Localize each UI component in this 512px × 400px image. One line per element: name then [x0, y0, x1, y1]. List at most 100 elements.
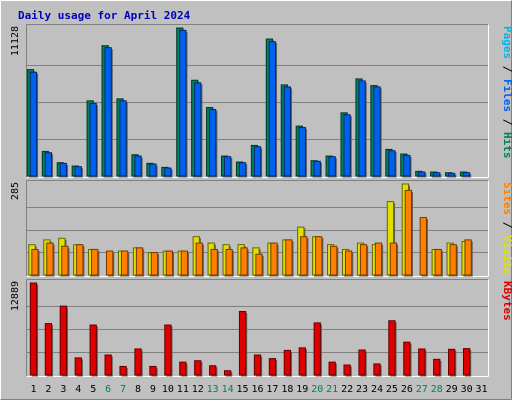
bar-files-day-4: [74, 166, 83, 178]
bar-sites-day-14: [225, 248, 234, 277]
bar-files-day-7: [119, 100, 128, 178]
bar-kbytes-day-20: [313, 322, 322, 377]
panel-visitors-legend: Sites / Visits: [501, 182, 512, 275]
bar-sites-day-12: [195, 242, 204, 277]
bar-sites-day-21: [330, 245, 339, 277]
bar-sites-day-10: [165, 250, 175, 277]
bar-kbytes-day-26: [403, 341, 412, 377]
bar-sites-day-30: [464, 239, 473, 277]
legend-separator: /: [501, 112, 512, 132]
bar-files-day-11: [179, 29, 188, 178]
day-axis: 1 2 3 4 5 6 7 8 9 10 11 12 13 14 15 16 17 18 19 20 21 22 23 24 2…: [30, 384, 487, 395]
day-label-28: 28: [431, 384, 443, 395]
bar-sites-day-20: [315, 236, 324, 277]
bar-files-day-3: [59, 162, 68, 178]
panel-kbytes-max-label: 12889: [10, 281, 21, 311]
day-label-25: 25: [386, 384, 398, 395]
bar-files-day-23: [358, 80, 367, 178]
bar-sites-day-9: [150, 252, 160, 277]
bar-kbytes-day-25: [388, 320, 397, 377]
legend-entry-pages: Pages: [501, 26, 512, 59]
bar-files-day-17: [268, 41, 278, 178]
bar-files-day-24: [373, 86, 382, 178]
day-label-30: 30: [461, 384, 473, 395]
bar-files-day-22: [343, 114, 352, 178]
day-label-5: 5: [90, 384, 96, 395]
day-label-19: 19: [296, 384, 308, 395]
day-label-22: 22: [341, 384, 353, 395]
bar-kbytes-day-3: [59, 305, 68, 377]
bar-files-day-14: [223, 156, 233, 178]
day-label-3: 3: [60, 384, 66, 395]
bar-files-day-27: [418, 171, 427, 178]
bar-kbytes-day-23: [358, 349, 367, 377]
bar-files-day-26: [403, 154, 412, 178]
day-label-2: 2: [45, 384, 51, 395]
bar-sites-day-1: [31, 248, 40, 277]
bar-sites-day-4: [76, 244, 85, 277]
panel-hits-max-label: 11128: [10, 26, 21, 56]
bar-kbytes-day-19: [298, 347, 307, 377]
bar-files-day-29: [448, 172, 457, 178]
bar-files-day-18: [283, 86, 293, 178]
bar-sites-day-23: [359, 244, 369, 277]
bar-kbytes-day-10: [164, 324, 173, 377]
bar-kbytes-day-18: [283, 349, 293, 377]
day-label-4: 4: [75, 384, 81, 395]
legend-entry-sites: Sites: [501, 182, 512, 215]
chart-title: Daily usage for April 2024: [18, 9, 191, 22]
day-label-11: 11: [177, 384, 189, 395]
bar-kbytes-day-24: [373, 363, 382, 377]
bar-sites-day-2: [46, 242, 55, 277]
bar-kbytes-day-4: [74, 357, 83, 377]
bar-sites-day-16: [255, 253, 264, 277]
bar-kbytes-day-28: [433, 358, 442, 377]
bar-files-day-25: [388, 150, 397, 178]
day-label-31: 31: [476, 384, 488, 395]
day-label-21: 21: [326, 384, 338, 395]
day-label-16: 16: [251, 384, 263, 395]
bar-kbytes-day-7: [119, 365, 128, 377]
bar-files-day-28: [433, 172, 442, 178]
bar-sites-day-15: [240, 247, 249, 277]
bar-files-day-13: [209, 109, 218, 178]
bar-sites-day-18: [285, 239, 294, 277]
bar-sites-day-19: [300, 236, 309, 277]
day-label-18: 18: [281, 384, 293, 395]
legend-separator: /: [501, 215, 512, 235]
bar-sites-day-25: [389, 242, 399, 277]
bar-sites-day-27: [419, 217, 428, 277]
bar-files-day-20: [313, 160, 322, 178]
bar-kbytes-day-11: [179, 361, 188, 377]
day-label-15: 15: [237, 384, 249, 395]
bar-kbytes-day-27: [418, 348, 427, 377]
bar-sites-day-28: [434, 248, 443, 277]
bar-files-day-21: [328, 156, 337, 178]
chart-panels: 11128 Pages / Files / Hits 285 Sites / Visi…: [10, 24, 512, 377]
bar-kbytes-day-13: [209, 365, 218, 377]
bar-sites-day-11: [180, 250, 189, 277]
bar-sites-day-6: [106, 250, 115, 277]
day-label-26: 26: [401, 384, 413, 395]
legend-entry-kbytes: KBytes: [501, 281, 512, 321]
bar-kbytes-day-1: [29, 282, 39, 377]
bar-kbytes-day-30: [462, 348, 472, 377]
day-label-12: 12: [192, 384, 204, 395]
panel-kbytes-legend: KBytes: [501, 281, 512, 321]
bar-kbytes-day-9: [149, 365, 158, 377]
bar-files-day-6: [104, 47, 113, 178]
bar-sites-day-5: [91, 248, 100, 277]
panel-hits: 11128 Pages / Files / Hits: [10, 24, 512, 178]
legend-separator: /: [501, 59, 512, 79]
bar-kbytes-day-2: [44, 323, 54, 377]
bar-sites-day-17: [270, 242, 279, 277]
day-label-7: 7: [120, 384, 126, 395]
bar-sites-day-13: [210, 248, 219, 277]
bar-files-day-15: [238, 162, 248, 178]
bar-sites-day-7: [120, 250, 130, 277]
legend-entry-files: Files: [501, 79, 512, 112]
bar-files-day-8: [134, 155, 143, 178]
bar-files-day-5: [89, 103, 98, 178]
bar-kbytes-day-22: [343, 364, 352, 377]
